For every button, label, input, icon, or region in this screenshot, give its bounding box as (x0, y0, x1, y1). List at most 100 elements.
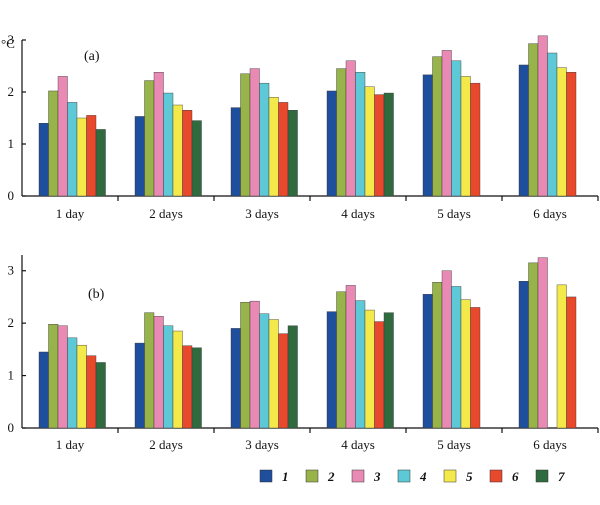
bar-series-5 (364, 309, 375, 429)
bar-series-4 (451, 60, 462, 197)
bar-series-6 (374, 94, 385, 197)
y-tick-label: 3 (8, 32, 15, 47)
bar-series-6 (278, 102, 289, 197)
legend-label: 5 (466, 469, 473, 484)
y-unit-label: °C (1, 36, 15, 51)
bar-series-4 (355, 72, 366, 197)
legend-swatch-2 (305, 469, 319, 483)
bar-series-3 (57, 76, 68, 197)
bar-series-5 (172, 104, 183, 197)
legend-swatch-3 (351, 469, 365, 483)
legend-swatch-4 (397, 469, 411, 483)
bar-series-2 (48, 324, 59, 429)
bar-series-6 (470, 82, 481, 197)
bar-series-3 (153, 72, 164, 197)
legend-label: 7 (558, 469, 565, 484)
bar-series-2 (144, 312, 155, 429)
bar-series-4 (163, 92, 174, 197)
bar-series-5 (268, 96, 279, 197)
bar-series-5 (460, 299, 471, 429)
bar-series-4 (259, 82, 270, 197)
bar-series-2 (528, 262, 539, 429)
bar-series-2 (528, 43, 539, 197)
legend-label: 3 (373, 469, 381, 484)
bar-series-4 (67, 102, 78, 197)
bar-series-1 (230, 328, 241, 429)
x-category-label: 6 days (533, 206, 567, 221)
bar-series-1 (422, 74, 433, 197)
bar-series-1 (326, 311, 337, 429)
bar-series-6 (470, 307, 481, 429)
bar-series-5 (556, 67, 567, 197)
bar-series-6 (278, 333, 289, 429)
bar-series-7 (95, 129, 106, 197)
bar-series-4 (259, 313, 270, 429)
bar-series-1 (134, 116, 145, 197)
bar-series-3 (537, 35, 548, 197)
bar-series-2 (336, 68, 347, 197)
panel-a: 0 1 2 3°C (a) 1 day 2 days 3 days 4 days 5 days 6 … (1, 32, 599, 221)
bar-series-5 (268, 319, 279, 429)
bar-series-6 (182, 345, 193, 429)
bar-series-4 (451, 286, 462, 429)
x-category-label: 3 days (245, 437, 279, 452)
bar-series-2 (144, 80, 155, 197)
bar-series-7 (287, 325, 298, 429)
bar-series-1 (518, 281, 529, 429)
bar-series-1 (326, 90, 337, 197)
legend-label: 1 (282, 469, 289, 484)
bar-series-7 (191, 347, 202, 429)
bar-series-7 (287, 109, 298, 197)
legend-label: 4 (419, 469, 427, 484)
bar-series-6 (86, 355, 97, 429)
x-category-label: 6 days (533, 437, 567, 452)
bar-series-6 (566, 72, 577, 197)
x-category-label: 5 days (437, 206, 471, 221)
bar-series-5 (556, 284, 567, 429)
y-tick-label: 1 (8, 136, 15, 151)
x-category-label: 1 day (56, 437, 85, 452)
bar-series-6 (182, 109, 193, 197)
bar-series-5 (364, 86, 375, 197)
bar-series-2 (48, 90, 59, 197)
legend-label: 2 (327, 469, 335, 484)
bar-series-6 (374, 321, 385, 429)
bar-series-2 (432, 282, 443, 429)
bar-series-3 (57, 325, 68, 429)
x-category-label: 4 days (341, 437, 375, 452)
bar-series-5 (76, 344, 87, 429)
bar-series-2 (240, 301, 251, 429)
legend-label: 6 (512, 469, 519, 484)
bar-series-4 (163, 325, 174, 429)
x-category-label: 3 days (245, 206, 279, 221)
x-category-label: 2 days (149, 437, 183, 452)
panel-b: 0 1 2 3 (b) 1 day 2 days 3 days 4 days 5 days 6 da… (8, 255, 599, 452)
bar-series-3 (153, 316, 164, 429)
bar-series-3 (249, 300, 260, 429)
bar-series-5 (76, 117, 87, 197)
legend-swatch-1 (259, 469, 273, 483)
bar-series-2 (336, 291, 347, 429)
y-tick-label: 0 (8, 188, 15, 203)
legend-swatch-7 (535, 469, 549, 483)
bar-series-4 (547, 52, 558, 197)
y-tick-label: 3 (8, 263, 15, 278)
legend: 1 2 3 4 5 6 7 (259, 469, 565, 484)
bar-series-6 (566, 296, 577, 429)
bar-series-1 (134, 342, 145, 429)
bar-series-5 (172, 330, 183, 429)
bar-series-2 (432, 56, 443, 197)
bar-series-3 (345, 285, 356, 429)
x-category-label: 1 day (56, 206, 85, 221)
bar-series-3 (249, 68, 260, 197)
bar-series-7 (383, 312, 394, 429)
y-tick-label: 2 (8, 315, 15, 330)
bar-series-2 (240, 73, 251, 197)
bar-series-3 (537, 257, 548, 429)
bar-series-1 (38, 122, 49, 197)
bar-series-3 (441, 270, 452, 429)
bar-series-7 (95, 362, 106, 429)
bar-series-3 (441, 50, 452, 197)
bar-series-1 (422, 294, 433, 429)
